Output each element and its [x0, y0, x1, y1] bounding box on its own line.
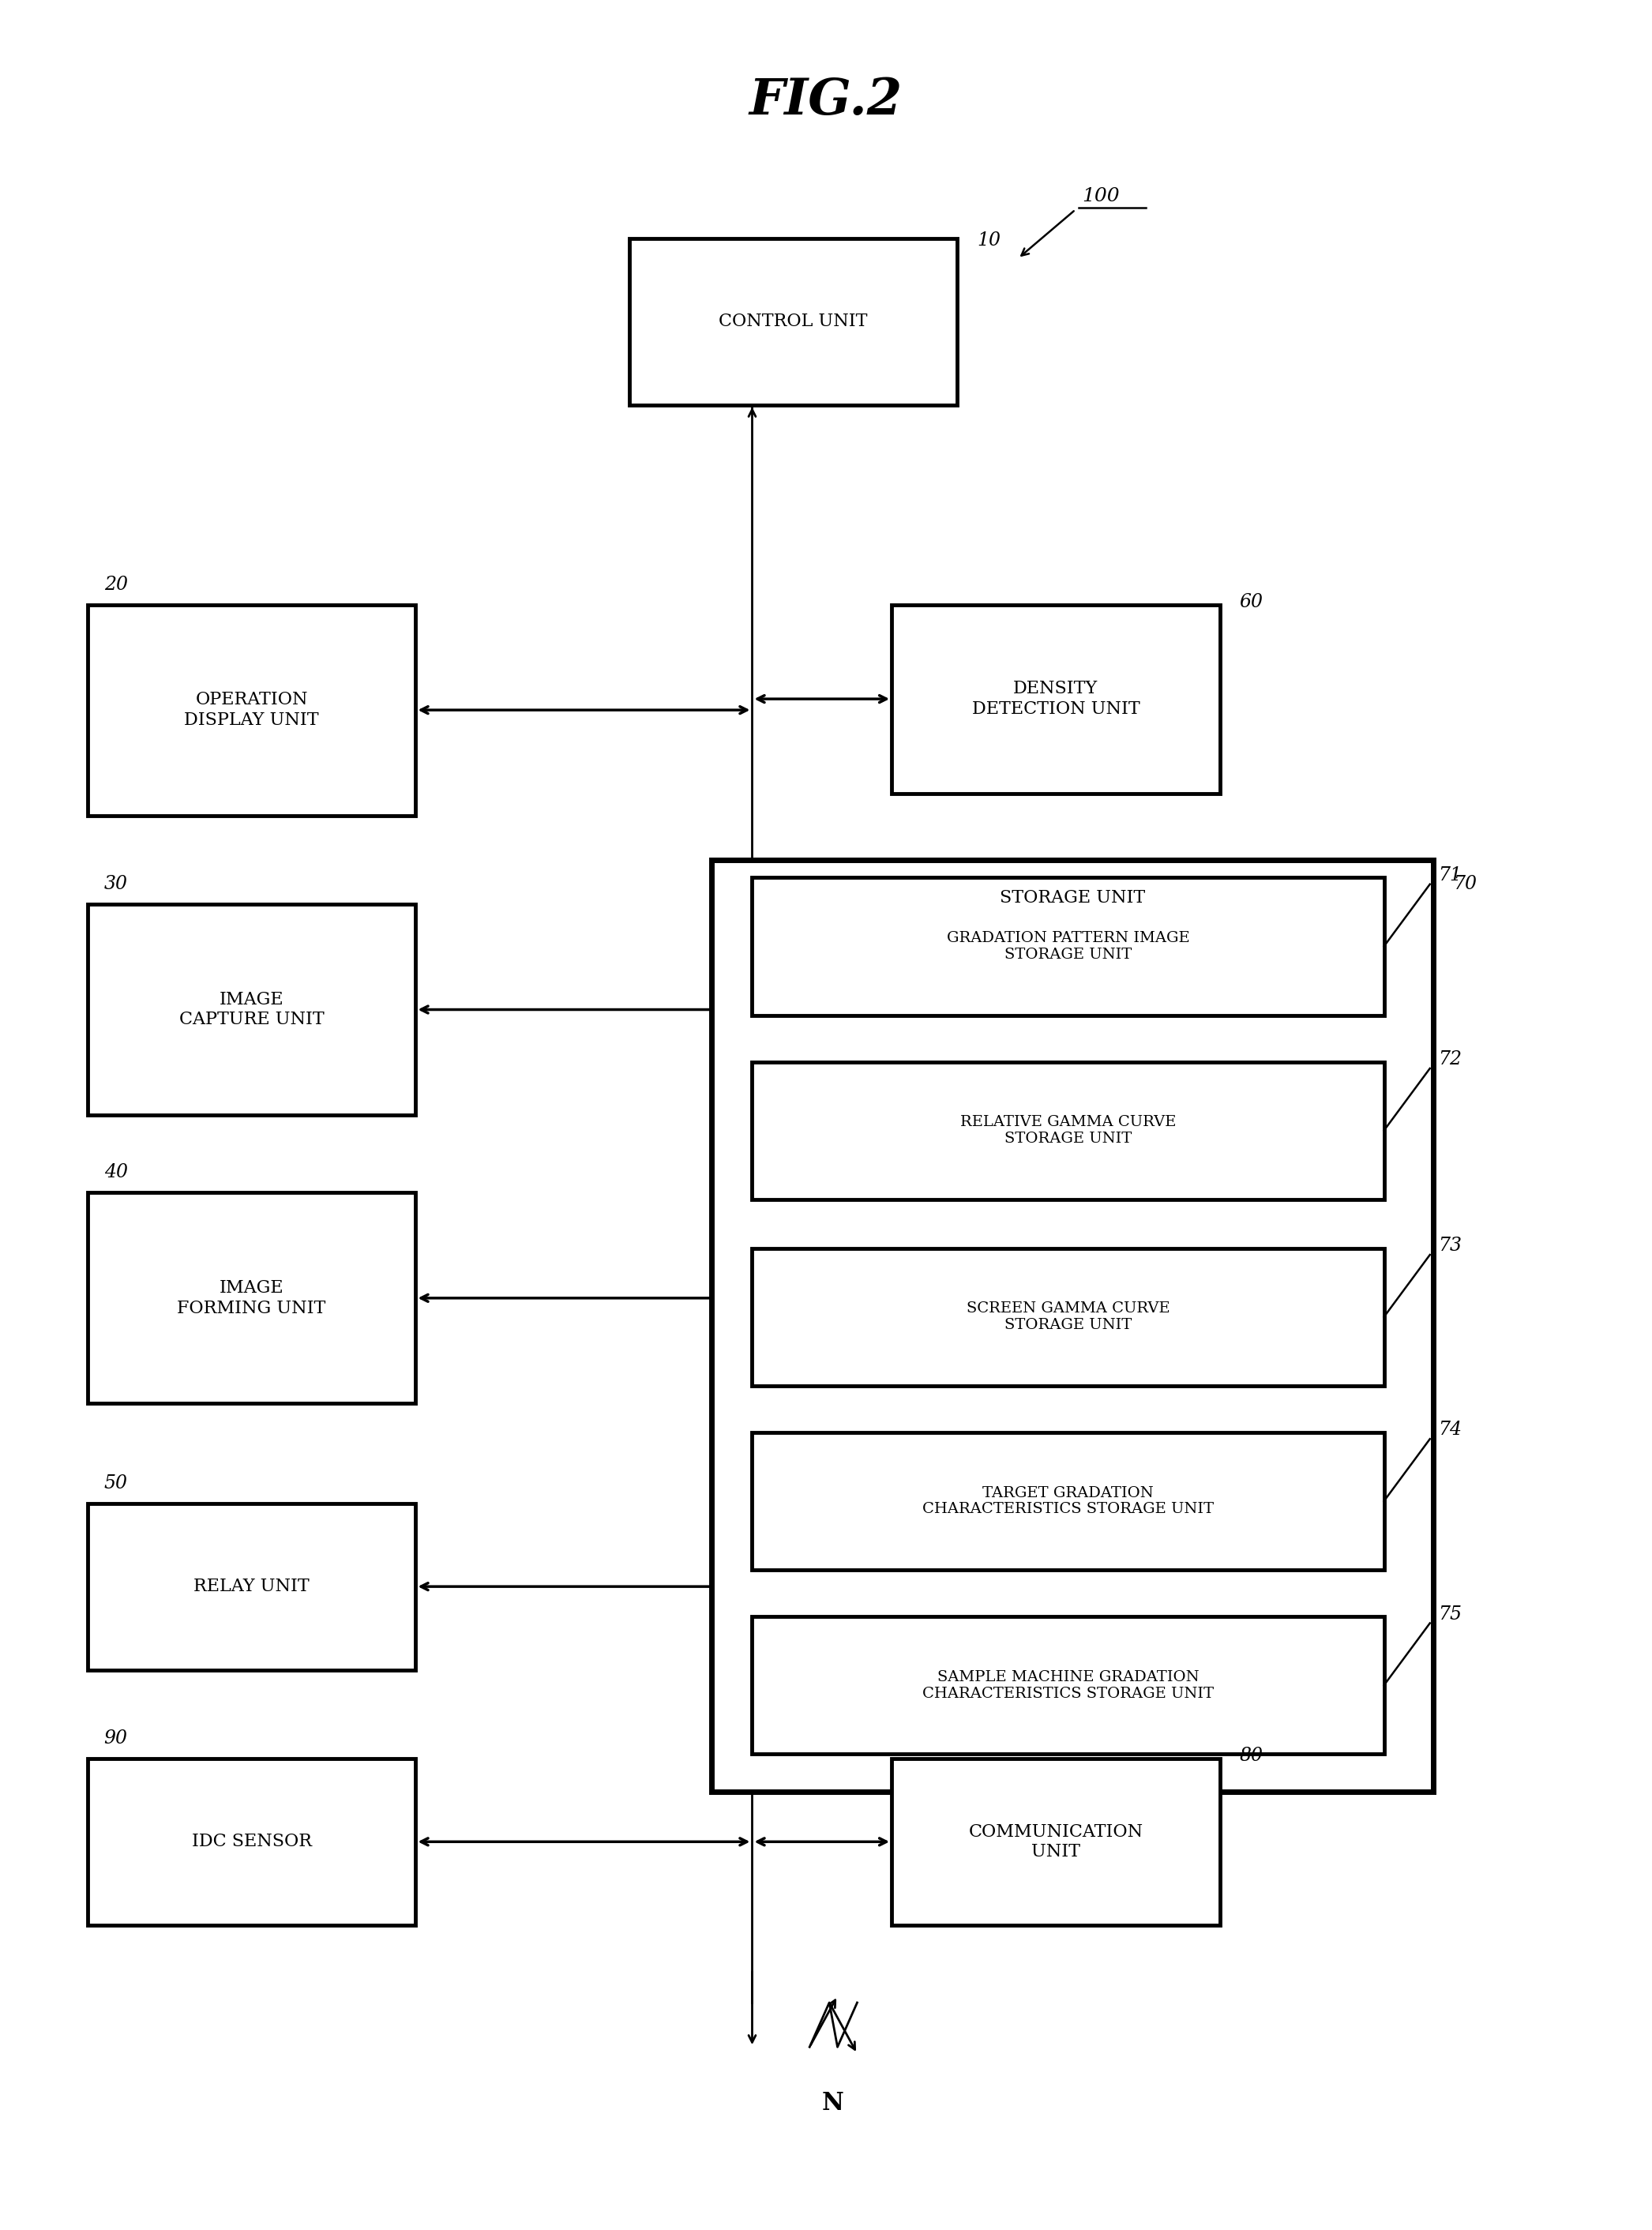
- FancyBboxPatch shape: [752, 1432, 1384, 1570]
- FancyBboxPatch shape: [88, 1759, 416, 1924]
- FancyBboxPatch shape: [752, 1061, 1384, 1200]
- Text: IMAGE
FORMING UNIT: IMAGE FORMING UNIT: [177, 1280, 325, 1316]
- Text: 75: 75: [1439, 1606, 1462, 1623]
- FancyBboxPatch shape: [752, 1617, 1384, 1755]
- FancyBboxPatch shape: [88, 1193, 416, 1403]
- Text: CONTROL UNIT: CONTROL UNIT: [719, 312, 867, 330]
- Text: 70: 70: [1452, 874, 1477, 892]
- Text: 100: 100: [1082, 187, 1120, 205]
- Text: GRADATION PATTERN IMAGE
STORAGE UNIT: GRADATION PATTERN IMAGE STORAGE UNIT: [947, 932, 1189, 961]
- Text: IDC SENSOR: IDC SENSOR: [192, 1833, 312, 1851]
- Text: FIG.2: FIG.2: [750, 76, 902, 125]
- Text: RELATIVE GAMMA CURVE
STORAGE UNIT: RELATIVE GAMMA CURVE STORAGE UNIT: [960, 1115, 1176, 1146]
- Text: STORAGE UNIT: STORAGE UNIT: [999, 890, 1145, 905]
- Text: COMMUNICATION
UNIT: COMMUNICATION UNIT: [968, 1822, 1143, 1860]
- Text: 50: 50: [104, 1474, 127, 1492]
- Text: OPERATION
DISPLAY UNIT: OPERATION DISPLAY UNIT: [185, 691, 319, 729]
- FancyBboxPatch shape: [710, 861, 1434, 1791]
- Text: 80: 80: [1239, 1746, 1264, 1766]
- Text: 20: 20: [104, 575, 127, 593]
- Text: 30: 30: [104, 874, 127, 892]
- Text: RELAY UNIT: RELAY UNIT: [193, 1579, 309, 1594]
- Text: TARGET GRADATION
CHARACTERISTICS STORAGE UNIT: TARGET GRADATION CHARACTERISTICS STORAGE…: [922, 1485, 1214, 1516]
- Text: 72: 72: [1439, 1050, 1462, 1068]
- Text: N: N: [821, 2092, 844, 2116]
- FancyBboxPatch shape: [88, 1503, 416, 1670]
- FancyBboxPatch shape: [629, 239, 957, 406]
- Text: IMAGE
CAPTURE UNIT: IMAGE CAPTURE UNIT: [178, 990, 324, 1028]
- Text: 71: 71: [1439, 865, 1462, 885]
- Text: 73: 73: [1439, 1238, 1462, 1255]
- FancyBboxPatch shape: [88, 903, 416, 1115]
- Text: DENSITY
DETECTION UNIT: DENSITY DETECTION UNIT: [971, 680, 1140, 718]
- Text: 74: 74: [1439, 1421, 1462, 1438]
- Text: 10: 10: [976, 232, 1001, 250]
- Text: SAMPLE MACHINE GRADATION
CHARACTERISTICS STORAGE UNIT: SAMPLE MACHINE GRADATION CHARACTERISTICS…: [922, 1670, 1214, 1701]
- FancyBboxPatch shape: [892, 1759, 1219, 1924]
- FancyBboxPatch shape: [892, 604, 1219, 794]
- FancyBboxPatch shape: [88, 604, 416, 816]
- FancyBboxPatch shape: [752, 1249, 1384, 1385]
- Text: SCREEN GAMMA CURVE
STORAGE UNIT: SCREEN GAMMA CURVE STORAGE UNIT: [966, 1302, 1170, 1331]
- Text: 90: 90: [104, 1728, 127, 1748]
- FancyBboxPatch shape: [752, 879, 1384, 1015]
- Text: 40: 40: [104, 1164, 127, 1182]
- Text: 60: 60: [1239, 593, 1264, 611]
